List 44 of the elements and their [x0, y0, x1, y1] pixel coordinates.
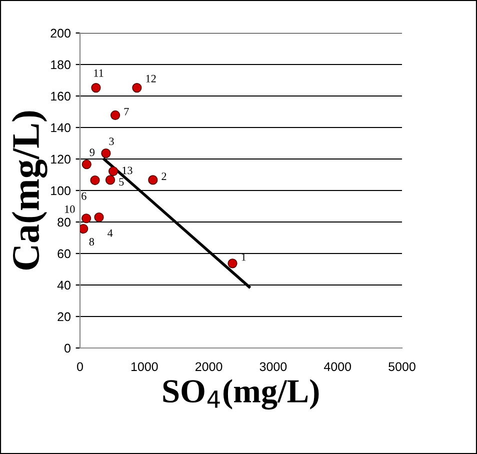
- point: [91, 83, 101, 93]
- x-tick-label: 5000: [388, 362, 416, 372]
- annotation: 10: [65, 205, 75, 213]
- annotation: 6: [82, 192, 86, 200]
- y-tick-label: 60: [58, 249, 70, 258]
- y-tick-label: 0: [64, 344, 70, 353]
- point: [80, 224, 88, 234]
- annotation: 8: [89, 238, 94, 246]
- point: [228, 258, 238, 268]
- point: [90, 175, 100, 186]
- x-tick-label: 0: [77, 362, 83, 372]
- y-tick-label: 140: [51, 123, 70, 132]
- x-tick-label: 4000: [324, 362, 352, 372]
- annotation: 5: [119, 178, 124, 186]
- x-tick-label: 3000: [260, 362, 287, 372]
- point: [132, 83, 142, 93]
- x-axis-title: SO$_{4}$(mg/L): [163, 379, 319, 410]
- x-tick-label: 1000: [131, 362, 158, 372]
- y-axis-title: Ca(mg/L): [12, 111, 48, 270]
- y-tick-label: 160: [51, 92, 70, 101]
- point: [110, 110, 120, 120]
- annotation: 9: [90, 148, 95, 156]
- annotation: 3: [109, 138, 114, 146]
- annotation: 2: [162, 172, 166, 180]
- annotation: 4: [108, 229, 113, 237]
- annotation: 12: [146, 74, 156, 82]
- point: [82, 160, 92, 170]
- annotation: 13: [122, 166, 132, 174]
- y-tick-label: 80: [58, 218, 70, 227]
- y-tick-label: 40: [57, 280, 70, 290]
- y-tick-label: 20: [58, 312, 70, 322]
- annotation: 7: [124, 108, 129, 116]
- x-tick-label: 2000: [196, 362, 222, 372]
- point: [82, 214, 92, 224]
- point: [101, 148, 111, 158]
- y-tick-label: 100: [51, 186, 70, 196]
- y-tick-label: 180: [51, 60, 70, 70]
- y-tick-label: 200: [50, 28, 70, 38]
- point: [148, 175, 158, 185]
- point: [94, 212, 104, 222]
- y-tick-label: 120: [51, 154, 70, 164]
- point: [108, 166, 118, 176]
- point: [105, 175, 116, 185]
- annotation: 11: [94, 69, 104, 77]
